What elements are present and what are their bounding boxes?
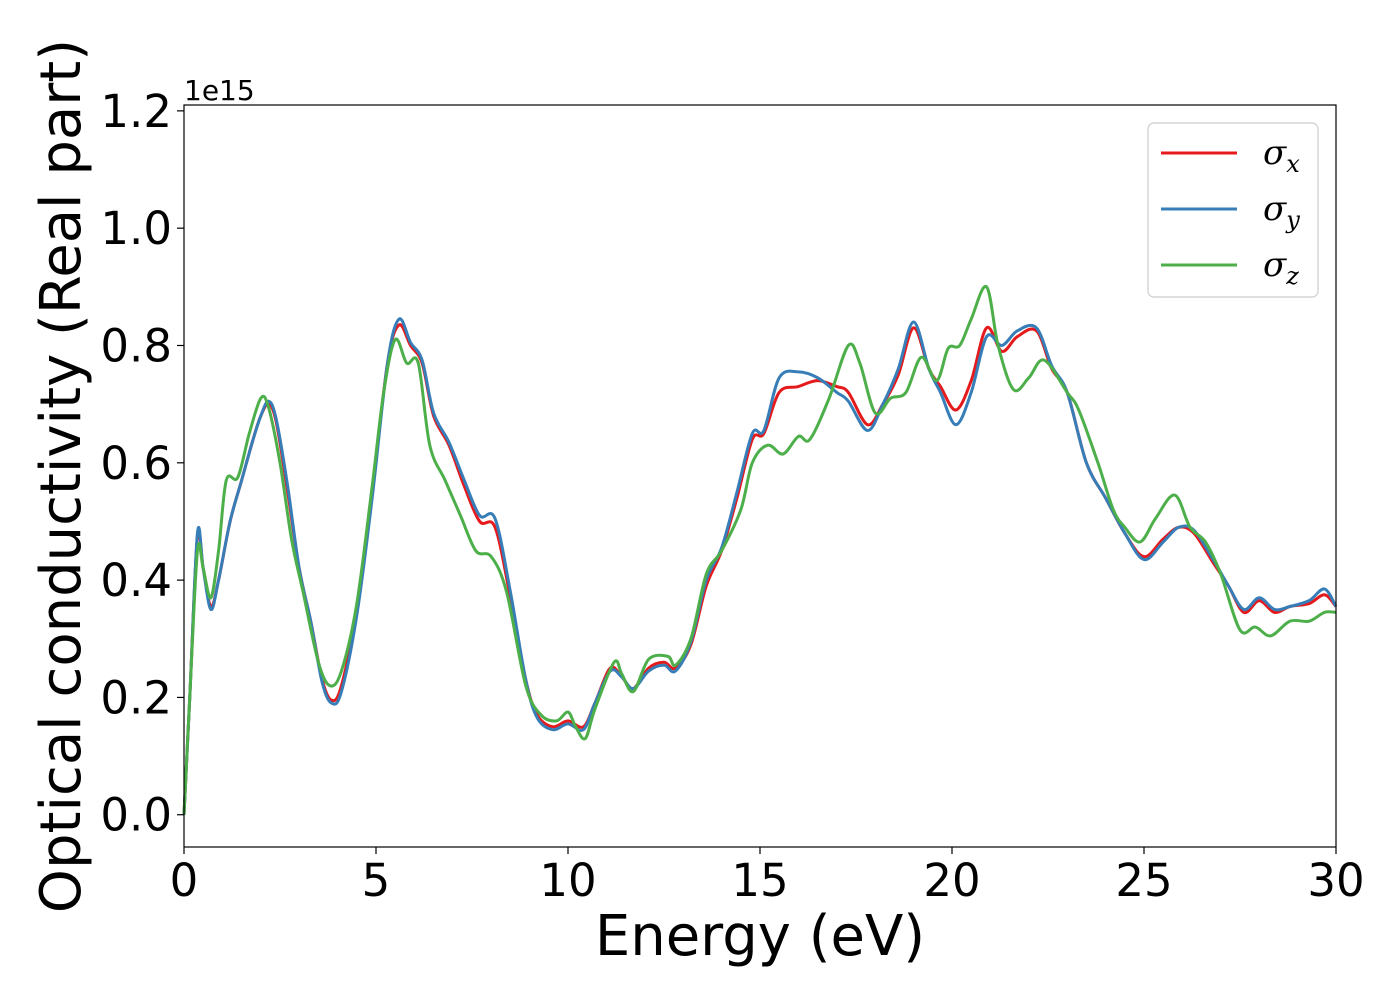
x-tick-label: 10 — [539, 854, 596, 907]
y-tick-label: 0.4 — [100, 554, 172, 607]
x-tick-label: 0 — [170, 854, 199, 907]
y-axis-label: Optical conductivity (Real part) — [29, 39, 94, 913]
y-tick-label: 1.2 — [100, 85, 172, 138]
y-tick-label: 0.0 — [100, 789, 172, 842]
y-tick-label: 1.0 — [100, 202, 172, 255]
legend-items: σx σy σz — [1161, 133, 1300, 290]
x-tick-label: 15 — [731, 854, 788, 907]
legend-label-y: σy — [1263, 189, 1300, 234]
legend-label-z: σz — [1263, 245, 1299, 290]
y-offset-label: 1e15 — [184, 74, 255, 107]
series-line-z — [182, 285, 1337, 815]
y-tick-label: 0.6 — [100, 437, 172, 490]
x-tick-label: 30 — [1307, 854, 1364, 907]
series-line-y — [182, 317, 1338, 815]
y-tick-label: 0.8 — [100, 319, 172, 372]
x-tick-label: 25 — [1115, 854, 1172, 907]
x-tick-label: 5 — [362, 854, 391, 907]
x-axis-ticks: 0 5 10 15 20 25 30 — [170, 847, 1365, 907]
legend-label-x: σx — [1263, 133, 1300, 178]
y-tick-label: 0.2 — [100, 671, 172, 724]
x-tick-label: 20 — [923, 854, 980, 907]
series-group — [182, 285, 1338, 815]
y-axis-ticks: 0.0 0.2 0.4 0.6 0.8 1.0 1.2 — [100, 85, 184, 842]
x-axis-label: Energy (eV) — [595, 904, 925, 969]
legend: σx σy σz — [1147, 122, 1319, 298]
